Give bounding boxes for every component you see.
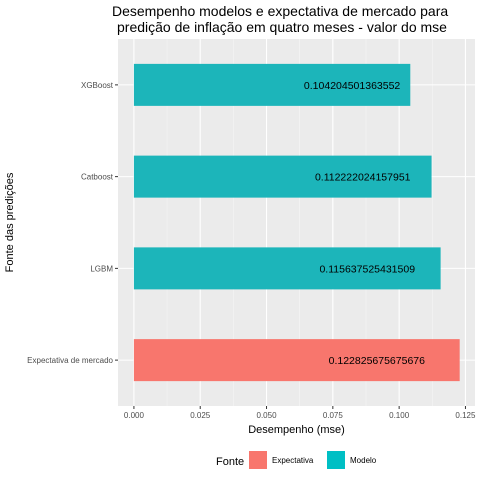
bar-value-label: 0.122825675675676 (329, 355, 426, 367)
chart-title-line-2: predição de inflação em quatro meses - v… (117, 19, 447, 35)
legend: Fonte Expectativa Modelo (216, 451, 377, 469)
y-tick-label: XGBoost (81, 81, 114, 90)
legend-label-modelo: Modelo (350, 456, 377, 465)
chart-title: Desempenho modelos e expectativa de merc… (112, 3, 452, 35)
y-tick-label: Catboost (81, 173, 114, 182)
x-axis-title: Desempenho (mse) (248, 424, 345, 436)
y-axis-title: Fonte das predições (4, 172, 16, 272)
legend-items: Expectativa Modelo (249, 451, 377, 469)
y-tick-label: LGBM (90, 264, 113, 273)
y-tick-label: Expectativa de mercado (27, 356, 113, 365)
x-axis-ticks: 0.000 0.025 0.050 0.075 0.100 0.125 (124, 406, 476, 420)
bar-catboost (133, 155, 432, 198)
x-tick-label: 0.000 (124, 411, 145, 420)
legend-title: Fonte (216, 456, 244, 468)
x-tick-label: 0.050 (257, 411, 278, 420)
chart-title-line-1: Desempenho modelos e expectativa de merc… (112, 3, 448, 19)
bar-value-labels: 0.104204501363552 0.112222024157951 0.1156… (304, 80, 425, 367)
bars (133, 63, 460, 382)
bar-value-label: 0.115637525431509 (319, 263, 415, 275)
x-tick-label: 0.075 (323, 411, 344, 420)
bar-value-label: 0.112222024157951 (315, 172, 411, 184)
bar-expectativa-de-mercado (133, 339, 460, 382)
x-tick-label: 0.125 (455, 411, 476, 420)
legend-key-modelo (327, 451, 345, 469)
bar-xgboost (133, 63, 411, 106)
bar-lgbm (133, 247, 441, 290)
legend-label-expectativa: Expectativa (272, 456, 314, 465)
y-axis-ticks: XGBoost Catboost LGBM Expectativa de mercad… (27, 81, 118, 365)
bar-value-label: 0.104204501363552 (304, 80, 401, 92)
legend-key-expectativa (249, 451, 267, 469)
x-tick-label: 0.100 (389, 411, 410, 420)
x-tick-label: 0.025 (190, 411, 211, 420)
